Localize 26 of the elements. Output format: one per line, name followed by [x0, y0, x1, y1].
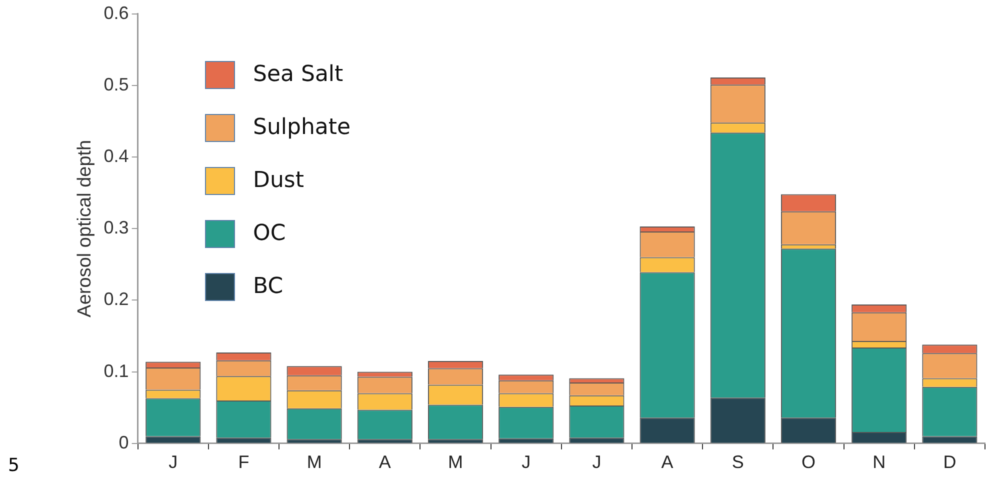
legend-label: Sea Salt — [253, 62, 344, 87]
x-tick-label: J — [168, 452, 178, 472]
y-axis-title: Aerosol optical depth — [74, 140, 96, 318]
x-tick-label: N — [872, 452, 886, 472]
x-tick-label: D — [943, 452, 956, 472]
x-tick-label: M — [448, 452, 464, 472]
x-tick-label: M — [306, 452, 322, 472]
x-tick-label: A — [378, 452, 391, 472]
legend-label: BC — [253, 274, 284, 299]
y-tick-label: 0.6 — [104, 2, 129, 23]
text: 5 — [8, 455, 20, 476]
x-tick-label: F — [238, 452, 250, 472]
x-tick-label: S — [732, 452, 744, 472]
y-tick-label: 0.5 — [104, 74, 129, 94]
legend-label: Dust — [253, 168, 304, 193]
x-tick-label: O — [801, 452, 816, 472]
x-tick-label: J — [522, 452, 531, 472]
y-tick-label: 0.4 — [104, 146, 129, 166]
x-tick-label: A — [661, 452, 674, 472]
y-tick-label: 0.1 — [104, 360, 129, 381]
legend-label: OC — [253, 221, 286, 246]
x-tick-label: J — [592, 452, 602, 472]
y-tick-label: 0.2 — [104, 289, 129, 310]
y-tick-label: 0.3 — [104, 218, 129, 238]
y-tick-label: 0 — [118, 432, 129, 452]
legend-label: Sulphate — [253, 115, 351, 140]
